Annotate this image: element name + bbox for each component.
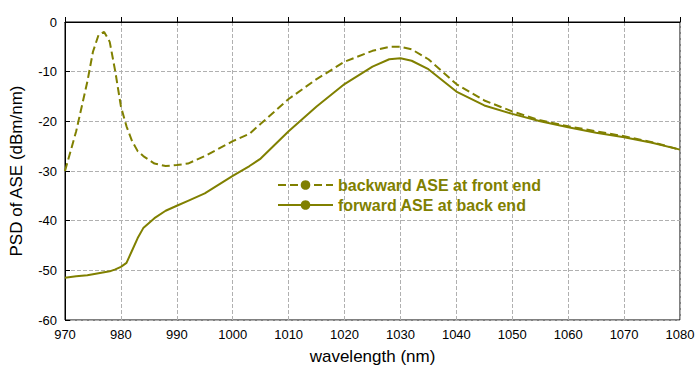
- svg-text:980: 980: [110, 327, 132, 342]
- svg-text:1060: 1060: [554, 327, 583, 342]
- svg-text:1010: 1010: [274, 327, 303, 342]
- svg-text:1020: 1020: [330, 327, 359, 342]
- svg-text:-10: -10: [38, 64, 57, 79]
- svg-text:1070: 1070: [610, 327, 639, 342]
- svg-text:-40: -40: [38, 213, 57, 228]
- svg-text:PSD of ASE (dBm/nm): PSD of ASE (dBm/nm): [7, 86, 26, 257]
- svg-text:970: 970: [54, 327, 76, 342]
- svg-text:1050: 1050: [498, 327, 527, 342]
- svg-text:-60: -60: [38, 313, 57, 328]
- svg-text:wavelength (nm): wavelength (nm): [309, 347, 436, 366]
- svg-text:-20: -20: [38, 114, 57, 129]
- svg-text:1030: 1030: [386, 327, 415, 342]
- svg-text:1080: 1080: [666, 327, 695, 342]
- svg-text:-50: -50: [38, 263, 57, 278]
- svg-text:backward ASE at front end: backward ASE at front end: [338, 177, 541, 194]
- svg-text:-30: -30: [38, 164, 57, 179]
- svg-text:1040: 1040: [442, 327, 471, 342]
- svg-text:forward ASE at back end: forward ASE at back end: [338, 197, 526, 214]
- svg-text:1000: 1000: [218, 327, 247, 342]
- svg-text:0: 0: [50, 15, 57, 30]
- svg-text:990: 990: [166, 327, 188, 342]
